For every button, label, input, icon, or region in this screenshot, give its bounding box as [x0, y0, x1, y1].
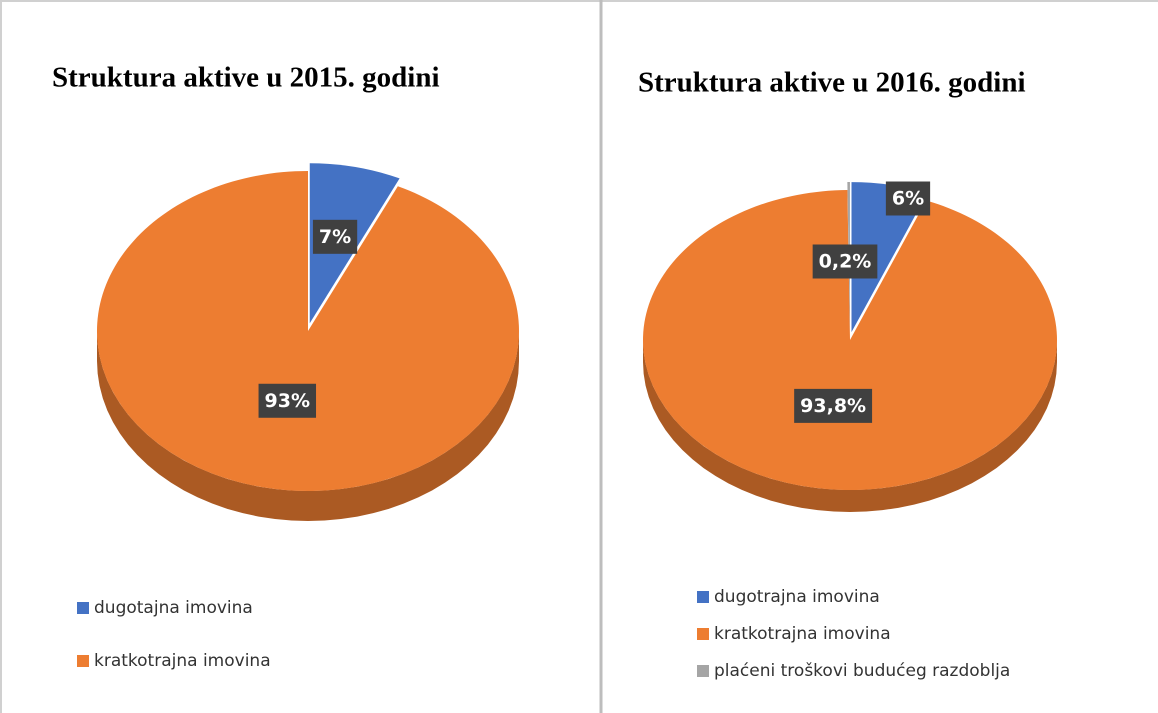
data-label-box	[812, 244, 878, 279]
slice	[643, 190, 1057, 491]
legend-label: dugotrajna imovina	[714, 587, 880, 607]
data-label-box	[312, 219, 358, 254]
chart-title: Struktura aktive u 2015. godini	[52, 62, 440, 94]
data-label-box	[885, 181, 931, 216]
legend-swatch	[697, 591, 709, 603]
data-label: 7%	[319, 226, 351, 248]
data-label: 0,2%	[819, 251, 872, 273]
legend-swatch	[77, 655, 89, 667]
legend-swatch	[77, 602, 89, 614]
data-label-box	[258, 383, 317, 418]
data-label: 93,8%	[800, 395, 866, 417]
slice-side	[97, 331, 519, 521]
legend-label: plaćeni troškovi budućeg razdoblja	[714, 661, 1010, 681]
legend-label: dugotajna imovina	[94, 598, 253, 618]
legend-label: kratkotrajna imovina	[94, 651, 271, 671]
legend-swatch	[697, 665, 709, 677]
data-label: 93%	[265, 390, 310, 412]
data-label: 6%	[892, 188, 924, 210]
data-label-box	[794, 388, 873, 423]
slice	[96, 171, 519, 492]
legend-label: kratkotrajna imovina	[714, 624, 891, 644]
slice	[851, 182, 928, 333]
legend-swatch	[697, 628, 709, 640]
chart-title: Struktura aktive u 2016. godini	[638, 67, 1026, 99]
